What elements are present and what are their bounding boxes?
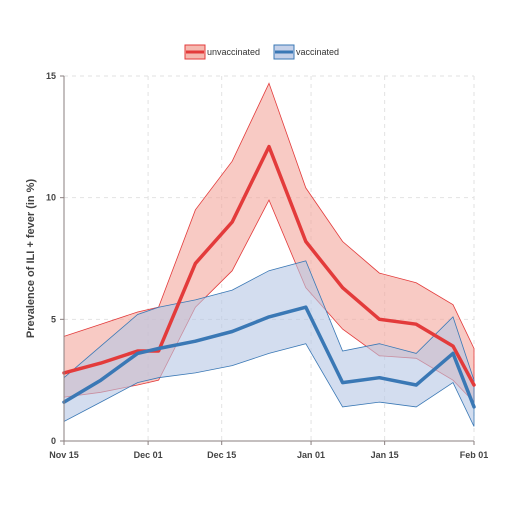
x-tick-label: Dec 15	[207, 450, 236, 460]
y-tick-label: 0	[51, 436, 56, 446]
legend: unvaccinated vaccinated	[184, 44, 339, 60]
data-point-vaccinated	[136, 352, 140, 355]
data-point-vaccinated	[304, 305, 308, 309]
data-point-unvaccinated	[267, 145, 271, 149]
legend-label-vaccinated: vaccinated	[296, 47, 339, 57]
y-tick-label: 15	[46, 71, 56, 81]
y-axis-title: Prevalence of ILI + fever (in %)	[25, 179, 37, 339]
data-point-unvaccinated	[99, 361, 103, 365]
data-point-vaccinated	[99, 378, 103, 382]
x-tick-label: Jan 15	[371, 450, 399, 460]
legend-label-unvaccinated: unvaccinated	[207, 47, 260, 57]
data-point-unvaccinated	[194, 262, 197, 265]
data-point-unvaccinated	[451, 344, 455, 348]
data-point-vaccinated	[414, 383, 418, 387]
confidence-band-vaccinated	[63, 260, 475, 427]
x-tick-label: Feb 01	[460, 450, 489, 460]
data-point-unvaccinated	[304, 240, 308, 243]
data-point-vaccinated	[378, 376, 381, 380]
confidence-band-layer	[63, 82, 475, 427]
data-point-vaccinated	[194, 339, 197, 343]
data-point-unvaccinated	[341, 286, 344, 290]
data-point-vaccinated	[157, 347, 161, 350]
y-tick-label: 5	[51, 314, 56, 324]
x-tick-label: Dec 01	[134, 450, 163, 460]
data-point-unvaccinated	[414, 322, 418, 326]
data-point-vaccinated	[341, 381, 344, 384]
x-tick-label: Jan 01	[297, 450, 325, 460]
data-point-unvaccinated	[230, 220, 234, 224]
series-line-layer	[62, 144, 476, 409]
y-tick-label: 10	[46, 193, 56, 203]
data-point-vaccinated	[230, 330, 234, 333]
axes-layer: Nov 15 Dec 01 Dec 15 Jan 01 Jan 15 Feb 01 0 5 10…	[25, 71, 488, 460]
data-point-unvaccinated	[472, 383, 476, 387]
data-point-vaccinated	[267, 315, 271, 319]
data-point-vaccinated	[472, 405, 476, 409]
x-tick-label: Nov 15	[49, 450, 79, 460]
data-point-unvaccinated	[378, 317, 381, 321]
data-point-vaccinated	[451, 352, 455, 355]
